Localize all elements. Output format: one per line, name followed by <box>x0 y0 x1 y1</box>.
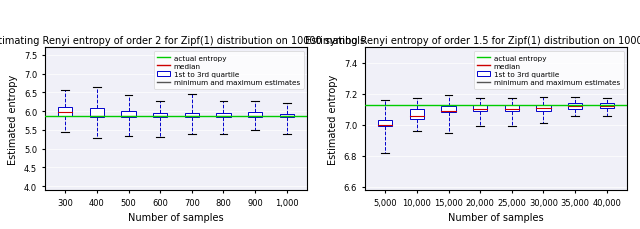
X-axis label: Number of samples: Number of samples <box>448 212 544 222</box>
Bar <box>248 112 262 117</box>
Title: Estimating Renyi entropy of order 2 for Zipf(1) distribution on 10000 symbols: Estimating Renyi entropy of order 2 for … <box>0 36 365 46</box>
Bar <box>216 114 230 117</box>
Bar <box>505 105 519 111</box>
Bar <box>410 110 424 119</box>
Bar <box>122 112 136 118</box>
Bar <box>568 104 582 110</box>
Bar <box>600 104 614 108</box>
Legend: actual entropy, median, 1st to 3rd quartile, minimum and maximum estimates: actual entropy, median, 1st to 3rd quart… <box>154 52 303 90</box>
Bar <box>536 105 550 111</box>
Bar <box>473 105 487 111</box>
Y-axis label: Estimated entropy: Estimated entropy <box>328 74 338 164</box>
Bar <box>442 107 456 113</box>
X-axis label: Number of samples: Number of samples <box>128 212 224 222</box>
Title: Estimating Renyi entropy of order 1.5 for Zipf(1) distribution on 10000 symbol: Estimating Renyi entropy of order 1.5 fo… <box>305 36 640 46</box>
Bar <box>378 121 392 127</box>
Bar <box>153 114 167 118</box>
Bar <box>90 109 104 118</box>
Bar <box>185 114 199 118</box>
Bar <box>58 108 72 117</box>
Bar <box>280 114 294 117</box>
Y-axis label: Estimated entropy: Estimated entropy <box>8 74 19 164</box>
Legend: actual entropy, median, 1st to 3rd quartile, minimum and maximum estimates: actual entropy, median, 1st to 3rd quart… <box>474 52 623 90</box>
